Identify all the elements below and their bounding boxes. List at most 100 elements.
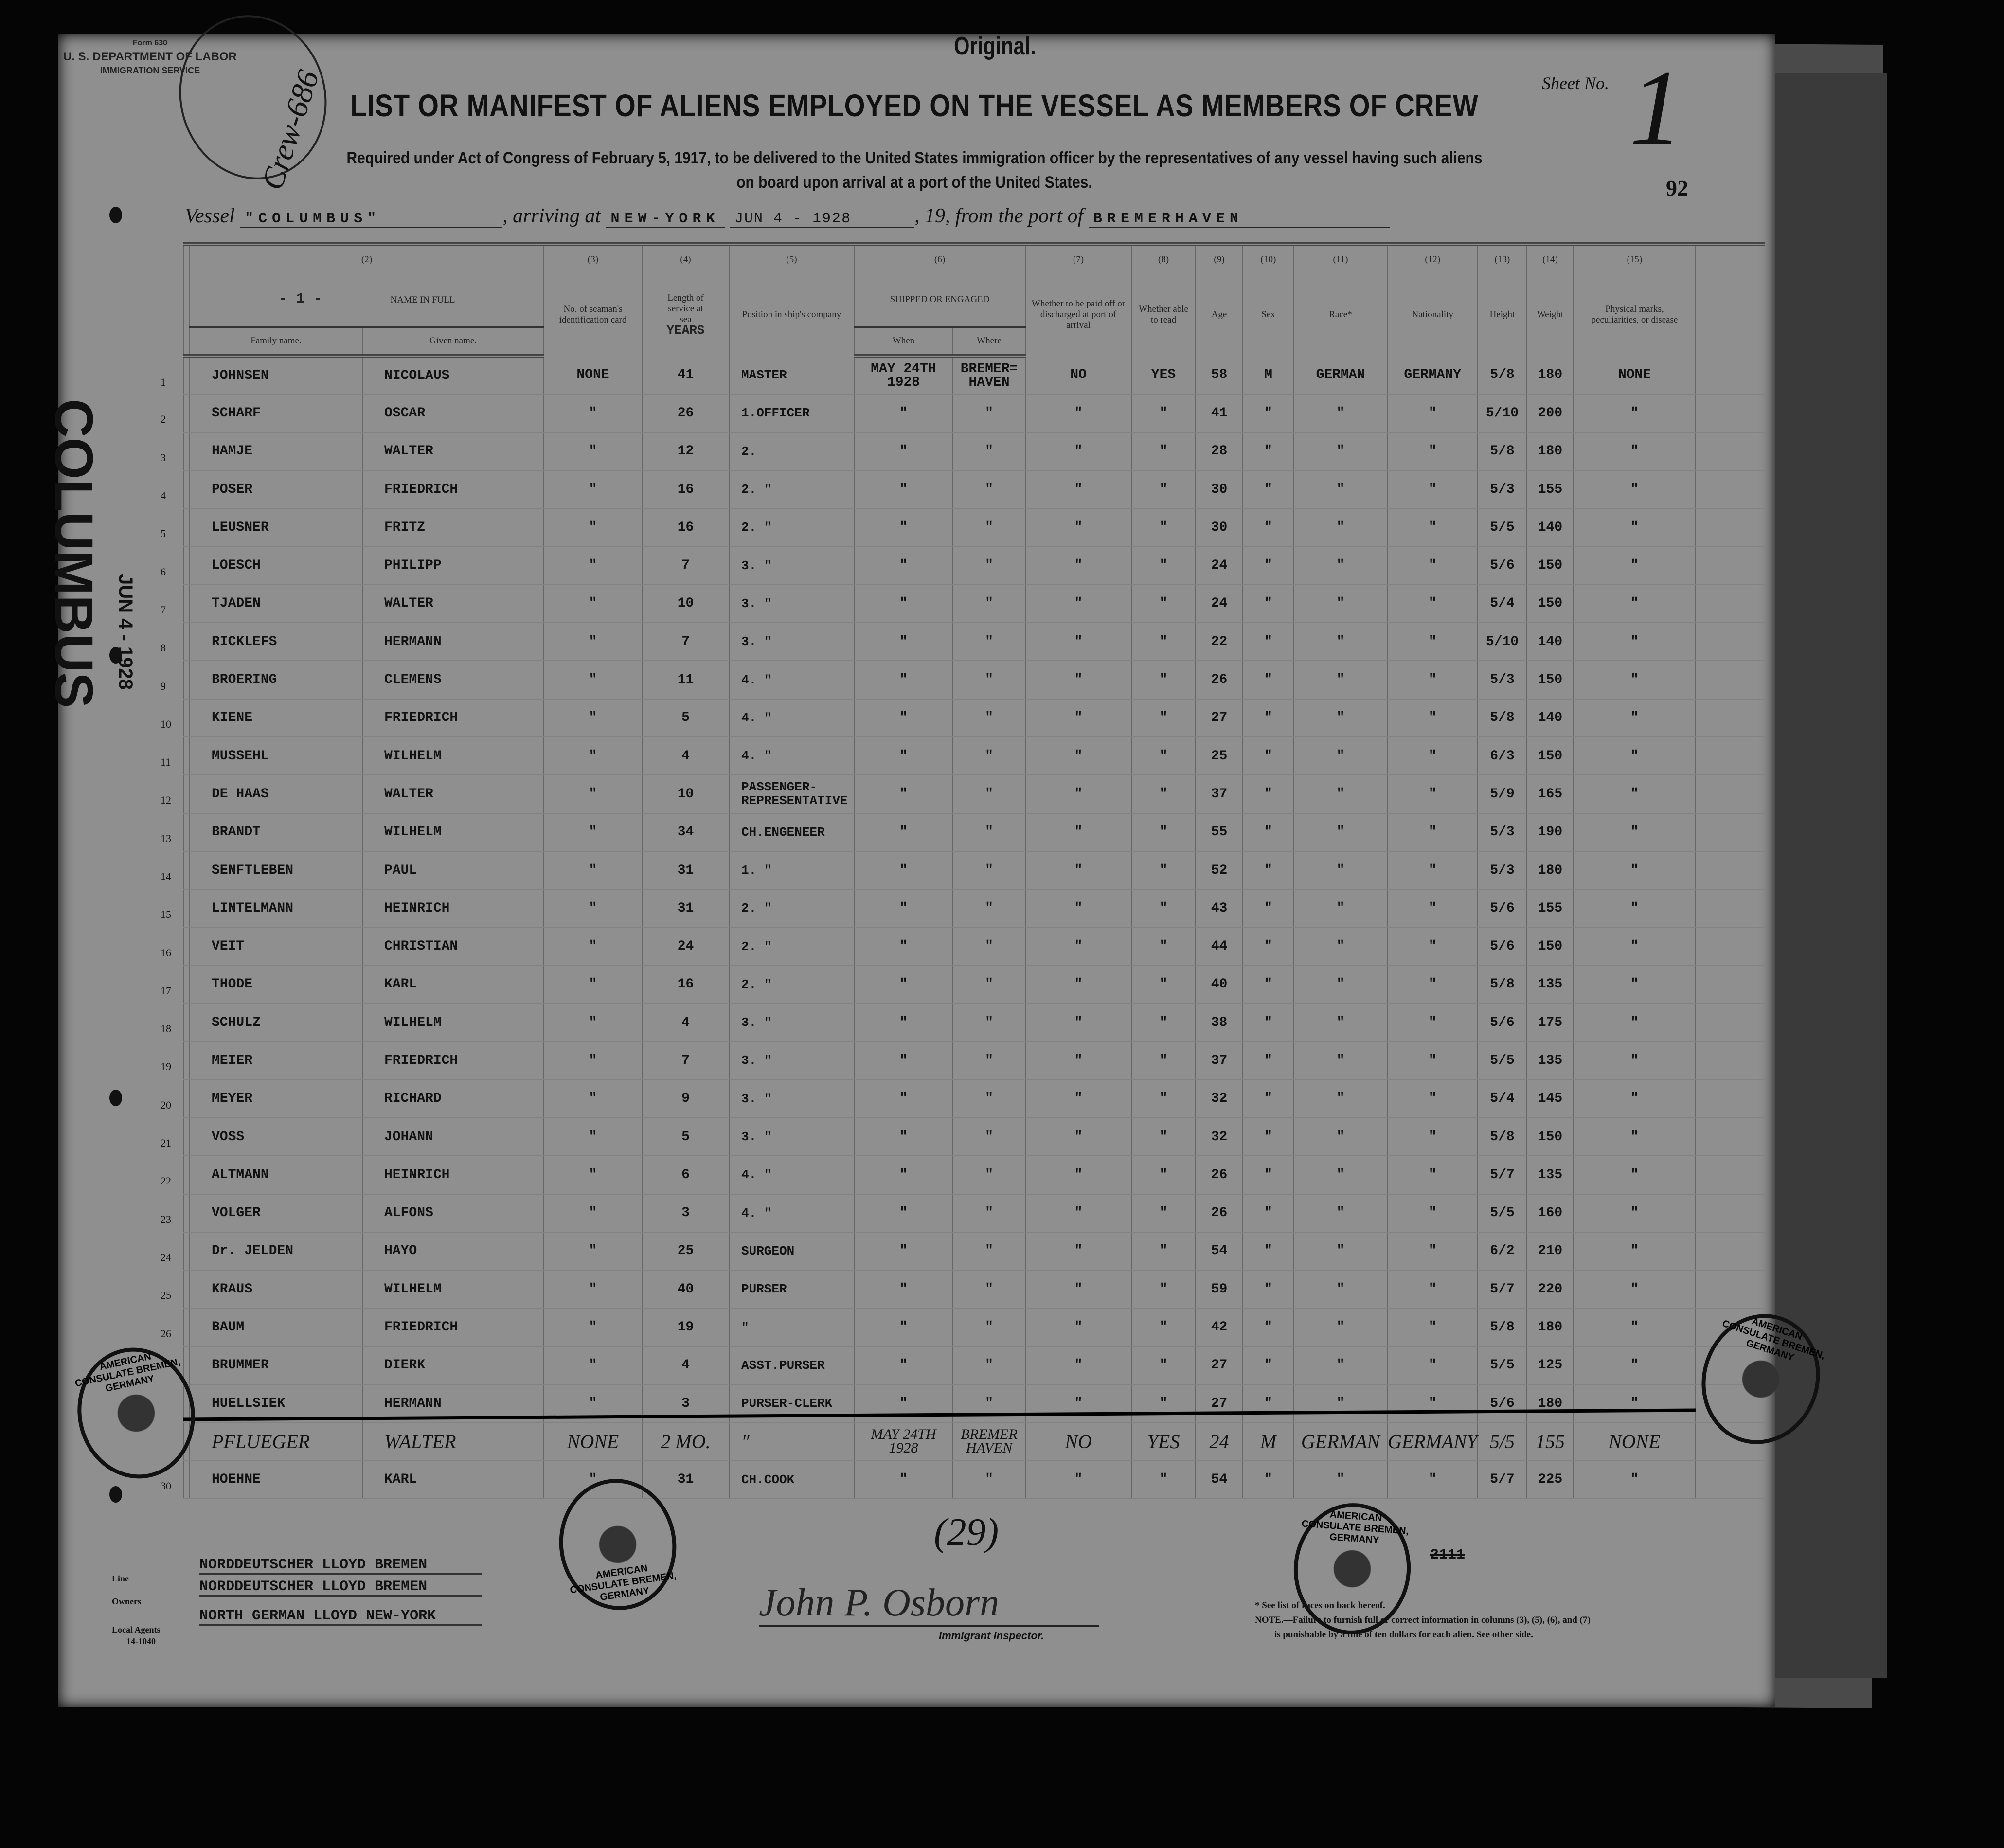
shipped-when: ″ bbox=[854, 1232, 953, 1271]
years-service: 7 bbox=[642, 546, 729, 585]
position: SURGEON bbox=[729, 1232, 854, 1271]
inspector-signature: John P. Osborn bbox=[759, 1581, 1099, 1627]
position: 3. ″ bbox=[729, 1079, 854, 1118]
able-to-read: ″ bbox=[1131, 1117, 1196, 1157]
sex-header: Sex bbox=[1242, 273, 1294, 356]
row-number: 12 bbox=[161, 794, 171, 807]
punch-hole bbox=[109, 1090, 122, 1106]
physical-marks: NONE bbox=[1573, 356, 1696, 395]
col-num-12: (12) bbox=[1386, 242, 1478, 273]
shipped-when: ″ bbox=[854, 889, 953, 928]
position: 3. ″ bbox=[729, 1004, 854, 1042]
shipped-when: ″ bbox=[854, 775, 953, 814]
family-name: LEUSNER bbox=[189, 508, 362, 547]
sex: ″ bbox=[1242, 813, 1294, 852]
shipped-where: ″ bbox=[952, 889, 1025, 928]
family-name: VOLGER bbox=[189, 1194, 362, 1233]
nationality: ″ bbox=[1386, 1346, 1478, 1385]
crew-row: 11 MUSSEHL WILHELM ″ 4 4. ″ ″ ″ ″ ″ 25 ″ ″ ″ 6/3 150 ″ bbox=[161, 736, 1766, 776]
age: 30 bbox=[1195, 470, 1243, 509]
shipped-where: ″ bbox=[952, 1194, 1025, 1233]
crew-row: 30 HOEHNE KARL ″ 31 CH.COOK ″ ″ ″ ″ 54 ″ ″ ″ 5/7 225 ″ bbox=[161, 1460, 1766, 1499]
nationality: GERMANY bbox=[1386, 1422, 1478, 1461]
col-num-13: (13) bbox=[1477, 242, 1527, 273]
shipped-where: ″ bbox=[952, 1270, 1025, 1309]
years-service: 7 bbox=[642, 623, 729, 662]
nationality: ″ bbox=[1386, 508, 1478, 547]
sex: ″ bbox=[1242, 927, 1294, 966]
crew-row: PFLUEGER WALTER NONE 2 MO. ″ MAY 24TH 1928 BRE… bbox=[183, 1422, 1766, 1461]
shipped-when: ″ bbox=[854, 661, 953, 700]
side-stamp-vessel: COLUMBUS bbox=[44, 399, 104, 708]
sex: ″ bbox=[1242, 394, 1294, 433]
sex: ″ bbox=[1242, 1117, 1294, 1157]
position: ASST.PURSER bbox=[729, 1346, 854, 1385]
given-name: JOHANN bbox=[362, 1117, 544, 1157]
years-unit: YEARS bbox=[666, 323, 705, 338]
shipped-when: ″ bbox=[854, 927, 953, 966]
row-number-cell: 22 bbox=[161, 1156, 190, 1195]
id-card: ″ bbox=[543, 965, 642, 1005]
weight: 190 bbox=[1526, 813, 1574, 852]
race: ″ bbox=[1293, 546, 1387, 585]
years-service: 31 bbox=[642, 889, 729, 928]
row-number: 24 bbox=[161, 1251, 171, 1263]
row-number: 16 bbox=[161, 946, 171, 959]
sex: ″ bbox=[1242, 889, 1294, 928]
weight: 140 bbox=[1526, 699, 1574, 737]
crew-row: 23 VOLGER ALFONS ″ 3 4. ″ ″ ″ ″ ″ 26 ″ ″ ″ 5/5 160 ″ bbox=[161, 1194, 1766, 1233]
race: ″ bbox=[1293, 1384, 1387, 1423]
weight: 180 bbox=[1526, 356, 1574, 395]
id-card: ″ bbox=[543, 623, 642, 662]
position: 4. ″ bbox=[729, 699, 854, 737]
shipped-when: ″ bbox=[854, 508, 953, 547]
age: 32 bbox=[1195, 1117, 1243, 1157]
position: 3. ″ bbox=[729, 584, 854, 624]
blank-cell bbox=[1695, 584, 1766, 624]
given-name: FRIEDRICH bbox=[362, 470, 544, 509]
given-name: FRIEDRICH bbox=[362, 1041, 544, 1080]
physical-marks: ″ bbox=[1573, 623, 1696, 662]
years-service: 40 bbox=[642, 1270, 729, 1309]
side-stamp-date: JUN 4 - 1928 bbox=[115, 574, 136, 690]
blank-cell bbox=[1695, 1041, 1766, 1080]
given-name: CLEMENS bbox=[362, 661, 544, 700]
position: 2. bbox=[729, 432, 854, 471]
sex: ″ bbox=[1242, 508, 1294, 547]
crew-row: BRUMMER DIERK ″ 4 ASST.PURSER ″ ″ ″ ″ 27 ″ ″ ″ 5/5 125… bbox=[183, 1346, 1766, 1385]
row-number: 6 bbox=[161, 565, 166, 578]
paid-off: NO bbox=[1025, 356, 1131, 395]
position: 4. ″ bbox=[729, 661, 854, 700]
family-name: THODE bbox=[189, 965, 362, 1005]
race: ″ bbox=[1293, 1079, 1387, 1118]
shipped-where: ″ bbox=[952, 546, 1025, 585]
family-name: RICKLEFS bbox=[189, 623, 362, 662]
arriving-label: , arriving at bbox=[502, 205, 601, 227]
row-number-cell: 15 bbox=[161, 889, 190, 928]
shipped-where: ″ bbox=[952, 1156, 1025, 1195]
paid-off: ″ bbox=[1025, 775, 1131, 814]
sex: ″ bbox=[1242, 775, 1294, 814]
nationality: ″ bbox=[1386, 699, 1478, 737]
physical-marks: ″ bbox=[1573, 1004, 1696, 1042]
blank-cell bbox=[1695, 889, 1766, 928]
height: 5/3 bbox=[1477, 851, 1527, 890]
shipped-when: ″ bbox=[854, 546, 953, 585]
family-name: ALTMANN bbox=[189, 1156, 362, 1195]
given-name: WILHELM bbox=[362, 1270, 544, 1309]
nationality: ″ bbox=[1386, 394, 1478, 433]
col-num-14: (14) bbox=[1526, 242, 1574, 273]
able-to-read: ″ bbox=[1131, 661, 1196, 700]
shipped-where: ″ bbox=[952, 851, 1025, 890]
sex: M bbox=[1242, 356, 1294, 395]
paid-off: ″ bbox=[1025, 1156, 1131, 1195]
given-name: PHILIPP bbox=[362, 546, 544, 585]
height: 5/8 bbox=[1477, 432, 1527, 471]
able-to-read: YES bbox=[1131, 1422, 1196, 1461]
race: ″ bbox=[1293, 432, 1387, 471]
id-card: ″ bbox=[543, 851, 642, 890]
blank-cell bbox=[1695, 1004, 1766, 1042]
paid-off: ″ bbox=[1025, 1346, 1131, 1385]
family-name: POSER bbox=[189, 470, 362, 509]
row-number-cell: 21 bbox=[161, 1117, 190, 1157]
